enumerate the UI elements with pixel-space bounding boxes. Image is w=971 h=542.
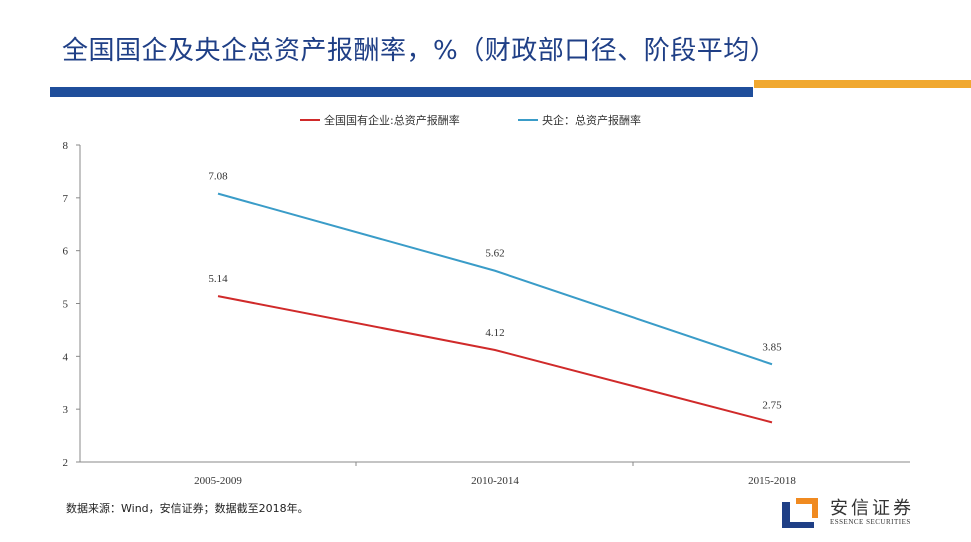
series-line-1 [217, 192, 773, 366]
legend-label-0: 全国国有企业:总资产报酬率 [324, 113, 460, 127]
data-label: 2.75 [762, 399, 782, 411]
data-label: 4.12 [485, 327, 504, 339]
y-tick-label: 2 [63, 457, 69, 469]
x-tick-label: 2005-2009 [194, 475, 242, 487]
logo-name: 安信证券 [830, 498, 914, 519]
legend-label-1: 央企：总资产报酬率 [542, 113, 641, 127]
y-tick-label: 5 [63, 299, 69, 311]
company-logo: 安信证券 ESSENCE SECURITIES [778, 494, 948, 534]
y-tick-label: 3 [63, 404, 69, 416]
page-title: 全国国企及央企总资产报酬率，%（财政部口径、阶段平均） [62, 36, 777, 66]
y-tick-label: 6 [63, 246, 69, 258]
y-tick-label: 4 [63, 351, 69, 363]
x-tick-label: 2015-2018 [748, 475, 796, 487]
data-label: 3.85 [762, 341, 782, 353]
title-underline-blue [50, 87, 753, 97]
source-note: 数据来源：Wind，安信证券；数据截至2018年。 [66, 502, 309, 515]
x-tick-label: 2010-2014 [471, 475, 519, 487]
title-underline-orange [754, 80, 971, 88]
data-label: 7.08 [208, 171, 228, 183]
y-tick-label: 8 [63, 140, 69, 152]
y-tick-label: 7 [63, 193, 69, 205]
data-label: 5.14 [208, 273, 228, 285]
data-label: 5.62 [485, 248, 504, 260]
logo-subtitle: ESSENCE SECURITIES [830, 518, 911, 526]
series-line-0 [217, 295, 773, 424]
